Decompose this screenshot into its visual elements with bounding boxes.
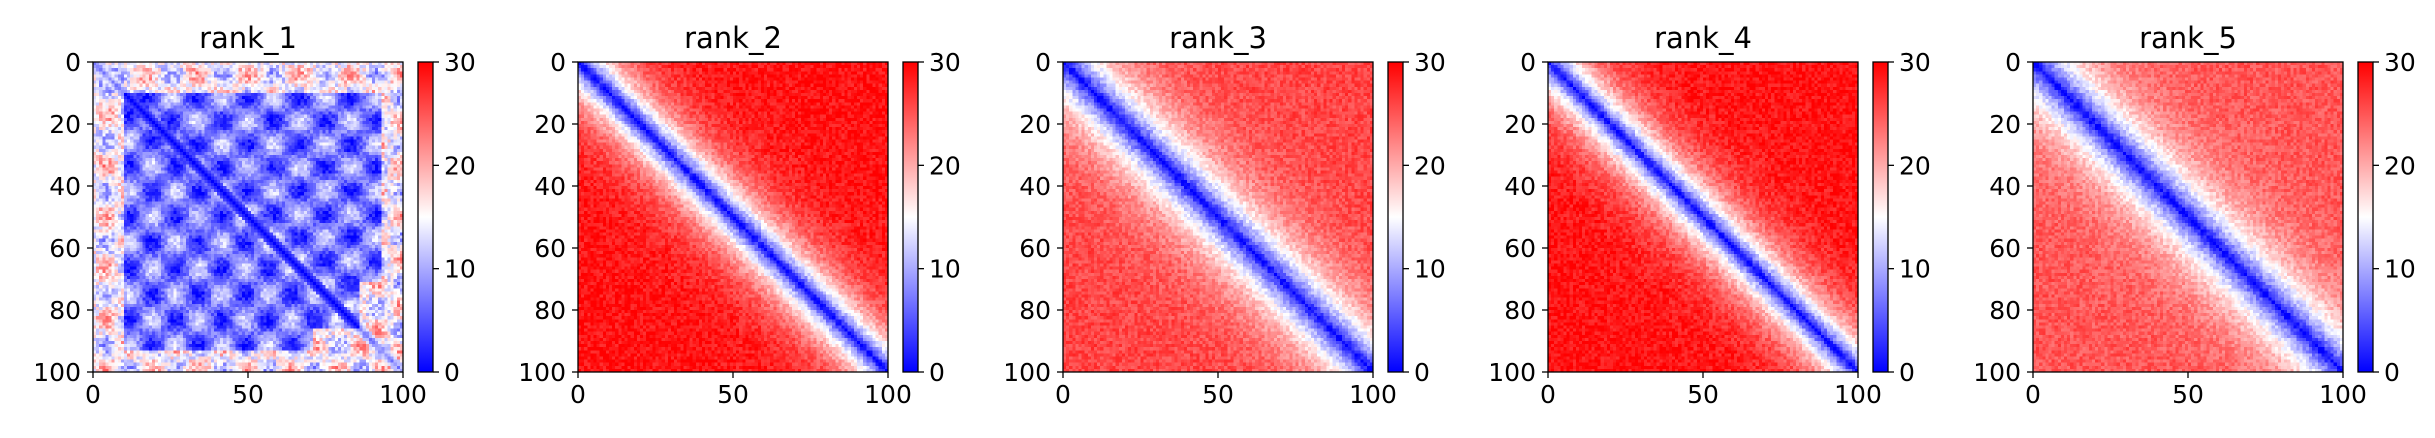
y-tick-label: 100 (1973, 358, 2021, 387)
y-tick-label: 100 (1488, 358, 1536, 387)
y-tick-label: 40 (1989, 172, 2021, 201)
colorbar-frame (1872, 61, 1889, 373)
y-tick-label: 80 (1504, 296, 1536, 325)
colorbar-tick-label: 20 (929, 151, 961, 180)
y-tick-label: 80 (1019, 296, 1051, 325)
colorbar-tick-label: 20 (1899, 151, 1931, 180)
y-tick-label: 20 (1504, 110, 1536, 139)
colorbar (1388, 62, 1403, 372)
y-tick-label: 0 (550, 48, 566, 77)
y-tick-label: 100 (33, 358, 81, 387)
y-tick-label: 0 (1520, 48, 1536, 77)
heatmap-image (93, 62, 403, 372)
colorbar-frame (1387, 61, 1404, 373)
x-tick-label: 100 (2319, 380, 2367, 409)
y-tick-label: 0 (2005, 48, 2021, 77)
colorbar-frame (417, 61, 434, 373)
colorbar (903, 62, 918, 372)
colorbar-tick-label: 10 (2384, 255, 2416, 284)
heatmap-image (578, 62, 888, 372)
y-tick-label: 20 (49, 110, 81, 139)
x-tick-label: 100 (1349, 380, 1397, 409)
y-tick-label: 40 (1504, 172, 1536, 201)
colorbar-tick-label: 20 (1414, 151, 1446, 180)
x-tick-label: 0 (570, 380, 586, 409)
colorbar-tick-label: 30 (444, 48, 476, 77)
x-tick-label: 50 (717, 380, 749, 409)
colorbar-frame (902, 61, 919, 373)
x-tick-label: 0 (2025, 380, 2041, 409)
y-tick-label: 20 (534, 110, 566, 139)
y-tick-label: 40 (1019, 172, 1051, 201)
colorbar-frame (2357, 61, 2374, 373)
chart-title: rank_5 (2139, 21, 2237, 55)
chart-title: rank_3 (1169, 21, 1267, 55)
colorbar-tick-label: 10 (444, 255, 476, 284)
colorbar-tick-label: 30 (2384, 48, 2416, 77)
y-tick-label: 0 (65, 48, 81, 77)
colorbar (1873, 62, 1888, 372)
x-tick-label: 100 (864, 380, 912, 409)
colorbar-tick-label: 20 (2384, 151, 2416, 180)
x-tick-label: 0 (1540, 380, 1556, 409)
heatmap-image (1063, 62, 1373, 372)
y-tick-label: 0 (1035, 48, 1051, 77)
colorbar-tick-label: 30 (1414, 48, 1446, 77)
heatmap-image (2033, 62, 2343, 372)
colorbar-tick-label: 10 (929, 255, 961, 284)
chart-title: rank_2 (684, 21, 782, 55)
heatmap-image (1548, 62, 1858, 372)
colorbar-tick-label: 0 (929, 358, 945, 387)
y-tick-label: 40 (534, 172, 566, 201)
y-tick-label: 80 (534, 296, 566, 325)
y-tick-label: 40 (49, 172, 81, 201)
colorbar-tick-label: 30 (1899, 48, 1931, 77)
x-tick-label: 100 (379, 380, 427, 409)
colorbar-tick-label: 20 (444, 151, 476, 180)
chart-title: rank_1 (199, 21, 297, 55)
y-tick-label: 80 (49, 296, 81, 325)
y-tick-label: 60 (1019, 234, 1051, 263)
x-tick-label: 50 (1687, 380, 1719, 409)
chart-title: rank_4 (1654, 21, 1752, 55)
y-tick-label: 20 (1989, 110, 2021, 139)
y-tick-label: 60 (49, 234, 81, 263)
x-tick-label: 50 (2172, 380, 2204, 409)
y-tick-label: 60 (1504, 234, 1536, 263)
colorbar-tick-label: 0 (1414, 358, 1430, 387)
colorbar-tick-label: 0 (444, 358, 460, 387)
y-tick-label: 20 (1019, 110, 1051, 139)
colorbar-tick-label: 0 (1899, 358, 1915, 387)
y-tick-label: 60 (1989, 234, 2021, 263)
colorbar-tick-label: 0 (2384, 358, 2400, 387)
y-tick-label: 100 (1003, 358, 1051, 387)
colorbar-tick-label: 10 (1899, 255, 1931, 284)
colorbar-tick-label: 30 (929, 48, 961, 77)
x-tick-label: 50 (1202, 380, 1234, 409)
x-tick-label: 0 (85, 380, 101, 409)
colorbar (418, 62, 433, 372)
x-tick-label: 50 (232, 380, 264, 409)
y-tick-label: 100 (518, 358, 566, 387)
colorbar (2358, 62, 2373, 372)
x-tick-label: 100 (1834, 380, 1882, 409)
x-tick-label: 0 (1055, 380, 1071, 409)
colorbar-tick-label: 10 (1414, 255, 1446, 284)
y-tick-label: 60 (534, 234, 566, 263)
y-tick-label: 80 (1989, 296, 2021, 325)
